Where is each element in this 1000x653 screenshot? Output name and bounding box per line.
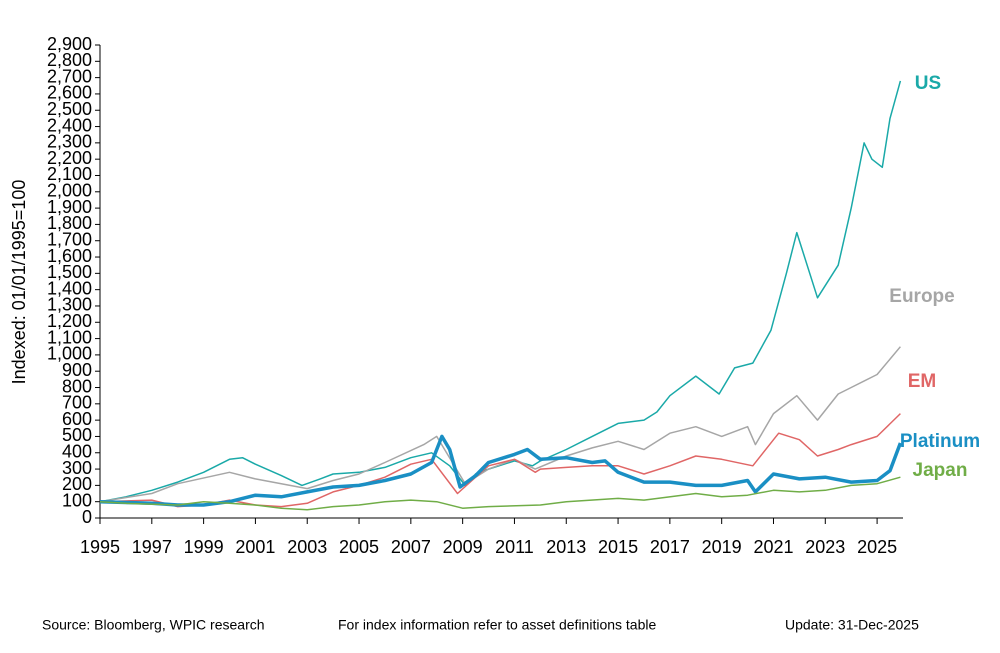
x-tick-label: 1995 [80,537,120,557]
y-tick-label: 400 [62,442,92,462]
series-label: EM [908,371,937,392]
note: For index information refer to asset def… [338,617,656,633]
y-tick-label: 1,000 [47,344,92,364]
y-tick-label: 2,600 [47,83,92,103]
y-tick-label: 1,900 [47,197,92,217]
x-tick-label: 2017 [650,537,690,557]
x-tick-label: 2025 [857,537,897,557]
source: Source: Bloomberg, WPIC research [42,617,265,633]
y-tick-label: 2,900 [47,34,92,54]
series-label: Platinum [900,431,980,452]
y-tick-label: 1,200 [47,311,92,331]
y-tick-label: 900 [62,360,92,380]
y-axis-title: Indexed: 01/01/1995=100 [9,180,29,385]
y-tick-label: 2,100 [47,164,92,184]
x-tick-label: 2005 [339,537,379,557]
y-tick-label: 0 [82,507,92,527]
series-line [99,476,901,511]
x-tick-label: 2015 [598,537,638,557]
x-tick-label: 2021 [753,537,793,557]
series-label: US [915,73,941,94]
y-tick-label: 2,700 [47,66,92,86]
y-tick-label: 200 [62,474,92,494]
x-tick-label: 2007 [391,537,431,557]
series-label: Europe [889,286,954,307]
update: Update: 31-Dec-2025 [785,617,919,633]
y-tick-label: 1,600 [47,246,92,266]
y-tick-label: 2,500 [47,99,92,119]
x-tick-label: 2013 [546,537,586,557]
y-tick-label: 2,000 [47,181,92,201]
series-label: Japan [913,460,968,481]
y-tick-label: 2,400 [47,115,92,135]
y-tick-label: 2,800 [47,50,92,70]
y-tick-label: 300 [62,458,92,478]
x-tick-label: 2023 [805,537,845,557]
y-tick-label: 1,700 [47,229,92,249]
y-tick-label: 1,500 [47,262,92,282]
series-line [99,80,902,503]
y-tick-label: 2,300 [47,132,92,152]
series-line [99,434,903,507]
x-tick-label: 2009 [443,537,483,557]
y-tick-label: 1,100 [47,327,92,347]
y-tick-label: 700 [62,393,92,413]
x-tick-label: 2001 [235,537,275,557]
x-tick-label: 2003 [287,537,327,557]
y-tick-label: 1,800 [47,213,92,233]
y-tick-label: 1,400 [47,278,92,298]
y-tick-label: 100 [62,490,92,510]
x-tick-label: 1997 [132,537,172,557]
series-line [99,346,901,503]
series-line [99,413,901,508]
x-tick-label: 2019 [702,537,742,557]
x-tick-label: 1999 [184,537,224,557]
y-tick-label: 500 [62,425,92,445]
y-tick-label: 800 [62,376,92,396]
y-tick-label: 2,200 [47,148,92,168]
y-tick-label: 600 [62,409,92,429]
x-tick-label: 2011 [495,537,534,557]
y-tick-label: 1,300 [47,295,92,315]
